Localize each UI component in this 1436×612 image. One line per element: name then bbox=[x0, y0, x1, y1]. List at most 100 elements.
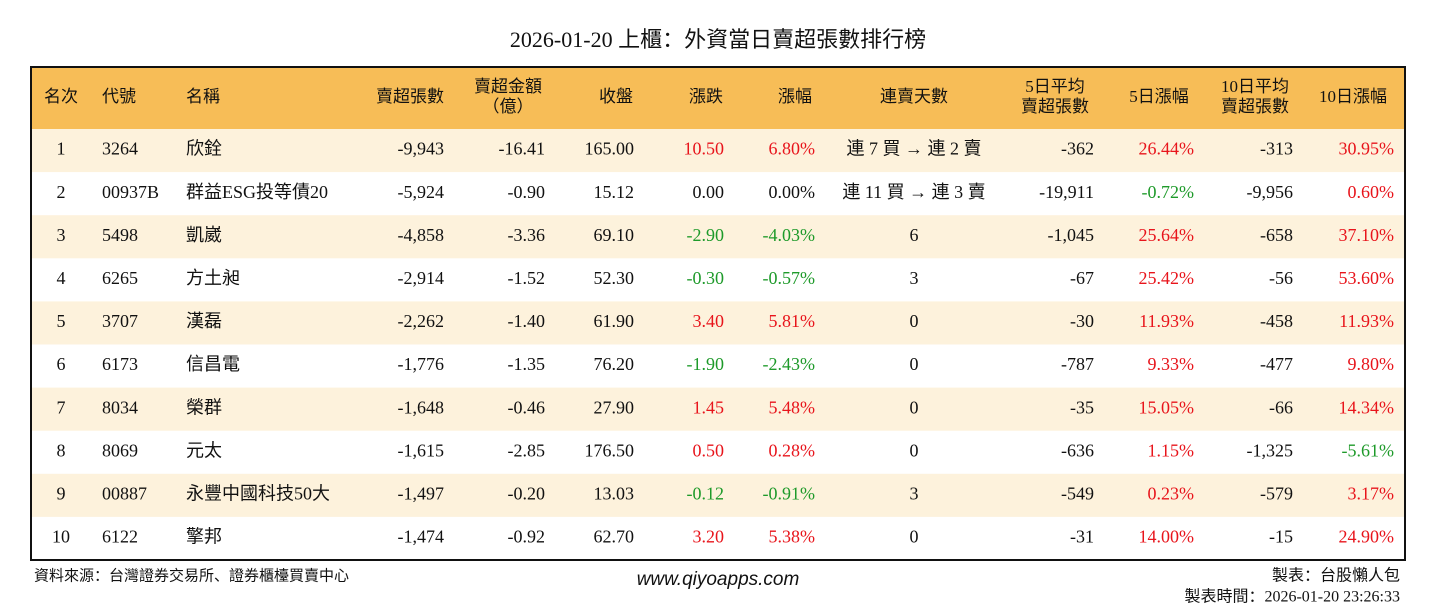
cell: 連 7 買 → 連 2 賣 bbox=[847, 139, 982, 159]
cell: 62.70 bbox=[594, 527, 635, 547]
cell: -1,615 bbox=[398, 440, 445, 460]
cell: -1,474 bbox=[398, 527, 445, 547]
cell: 元太 bbox=[186, 440, 222, 460]
cell: -0.92 bbox=[508, 527, 546, 547]
header-cell: 名稱 bbox=[186, 87, 220, 106]
cell: -1,045 bbox=[1048, 225, 1095, 245]
header-bg bbox=[31, 67, 1405, 129]
cell: 8069 bbox=[102, 440, 138, 460]
cell: 00887 bbox=[102, 483, 147, 503]
cell: -9,943 bbox=[398, 139, 445, 159]
header-cell: 10日漲幅 bbox=[1319, 87, 1387, 106]
cell: 10 bbox=[52, 527, 70, 547]
cell: 25.64% bbox=[1139, 225, 1195, 245]
cell: -56 bbox=[1269, 268, 1293, 288]
cell: -2.43% bbox=[763, 354, 816, 374]
header-cell: （億） bbox=[483, 97, 534, 116]
cell: 0.50 bbox=[693, 440, 725, 460]
cell: -67 bbox=[1070, 268, 1094, 288]
cell: -1,325 bbox=[1247, 440, 1294, 460]
cell: 24.90% bbox=[1339, 527, 1395, 547]
cell: 3.17% bbox=[1348, 483, 1395, 503]
cell: 6 bbox=[910, 225, 919, 245]
cell: 8 bbox=[57, 440, 66, 460]
cell: -1.52 bbox=[508, 268, 546, 288]
cell: -3.36 bbox=[508, 225, 546, 245]
cell: -0.57% bbox=[763, 268, 816, 288]
cell: -313 bbox=[1260, 139, 1293, 159]
header-cell: 名次 bbox=[44, 87, 78, 106]
cell: -477 bbox=[1260, 354, 1293, 374]
cell: 3.40 bbox=[693, 311, 725, 331]
cell: 永豐中國科技50大 bbox=[186, 483, 330, 503]
cell: 1.45 bbox=[693, 397, 725, 417]
cell: 52.30 bbox=[594, 268, 635, 288]
source: 資料來源：台灣證券交易所、證券櫃檯買賣中心 bbox=[34, 566, 349, 584]
header-cell: 收盤 bbox=[599, 87, 633, 106]
cell: 0 bbox=[910, 527, 919, 547]
cell: 4 bbox=[57, 268, 66, 288]
cell: 漢磊 bbox=[186, 311, 222, 331]
cell: -2.90 bbox=[687, 225, 725, 245]
time: 製表時間：2026-01-20 23:26:33 bbox=[1184, 588, 1400, 606]
cell: 00937B bbox=[102, 182, 159, 202]
cell: 165.00 bbox=[585, 139, 635, 159]
cell: -0.90 bbox=[508, 182, 546, 202]
cell: -0.46 bbox=[508, 397, 546, 417]
cell: -1.90 bbox=[687, 354, 725, 374]
cell: 信昌電 bbox=[186, 354, 240, 374]
header-cell: 賣超金額 bbox=[474, 77, 542, 96]
cell: -787 bbox=[1061, 354, 1094, 374]
cell: -4.03% bbox=[763, 225, 816, 245]
cell: -579 bbox=[1260, 483, 1293, 503]
cell: 0 bbox=[910, 397, 919, 417]
cell: 11.93% bbox=[1339, 311, 1394, 331]
cell: -1,776 bbox=[398, 354, 445, 374]
cell: 1 bbox=[57, 139, 66, 159]
cell: 0.28% bbox=[769, 440, 816, 460]
cell: 61.90 bbox=[594, 311, 635, 331]
cell: 擎邦 bbox=[186, 527, 222, 547]
cell: -15 bbox=[1269, 527, 1293, 547]
cell: -31 bbox=[1070, 527, 1094, 547]
cell: 11.93% bbox=[1139, 311, 1194, 331]
cell: 0 bbox=[910, 311, 919, 331]
row-bg bbox=[31, 387, 1405, 431]
cell: 0.00 bbox=[693, 182, 725, 202]
cell: 凱崴 bbox=[186, 225, 222, 245]
cell: 26.44% bbox=[1139, 139, 1195, 159]
cell: -2.85 bbox=[508, 440, 546, 460]
cell: 0 bbox=[910, 440, 919, 460]
cell: 6122 bbox=[102, 527, 138, 547]
cell: -1.40 bbox=[508, 311, 546, 331]
cell: 53.60% bbox=[1339, 268, 1395, 288]
row-bg bbox=[31, 473, 1405, 517]
cell: 8034 bbox=[102, 397, 138, 417]
cell: 欣銓 bbox=[186, 139, 222, 159]
cell: -636 bbox=[1061, 440, 1094, 460]
site: www.qiyoapps.com bbox=[637, 569, 800, 590]
cell: -549 bbox=[1061, 483, 1094, 503]
row-bg bbox=[31, 129, 1405, 173]
header-cell: 賣超張數 bbox=[376, 87, 444, 106]
cell: -16.41 bbox=[499, 139, 546, 159]
cell: 9.33% bbox=[1148, 354, 1195, 374]
row-bg bbox=[31, 215, 1405, 259]
cell: 3.20 bbox=[693, 527, 725, 547]
cell: -5.61% bbox=[1342, 440, 1395, 460]
header-cell: 代號 bbox=[102, 87, 136, 106]
cell: -0.12 bbox=[687, 483, 725, 503]
cell: 5.48% bbox=[769, 397, 816, 417]
cell: 0 bbox=[910, 354, 919, 374]
table-border bbox=[30, 66, 1406, 561]
cell: 5498 bbox=[102, 225, 138, 245]
cell: 176.50 bbox=[585, 440, 635, 460]
cell: 10.50 bbox=[684, 139, 725, 159]
header-cell: 賣超張數 bbox=[1021, 97, 1089, 116]
cell: 5 bbox=[57, 311, 66, 331]
cell: 0.60% bbox=[1348, 182, 1395, 202]
cell: -19,911 bbox=[1039, 182, 1094, 202]
cell: -362 bbox=[1061, 139, 1094, 159]
